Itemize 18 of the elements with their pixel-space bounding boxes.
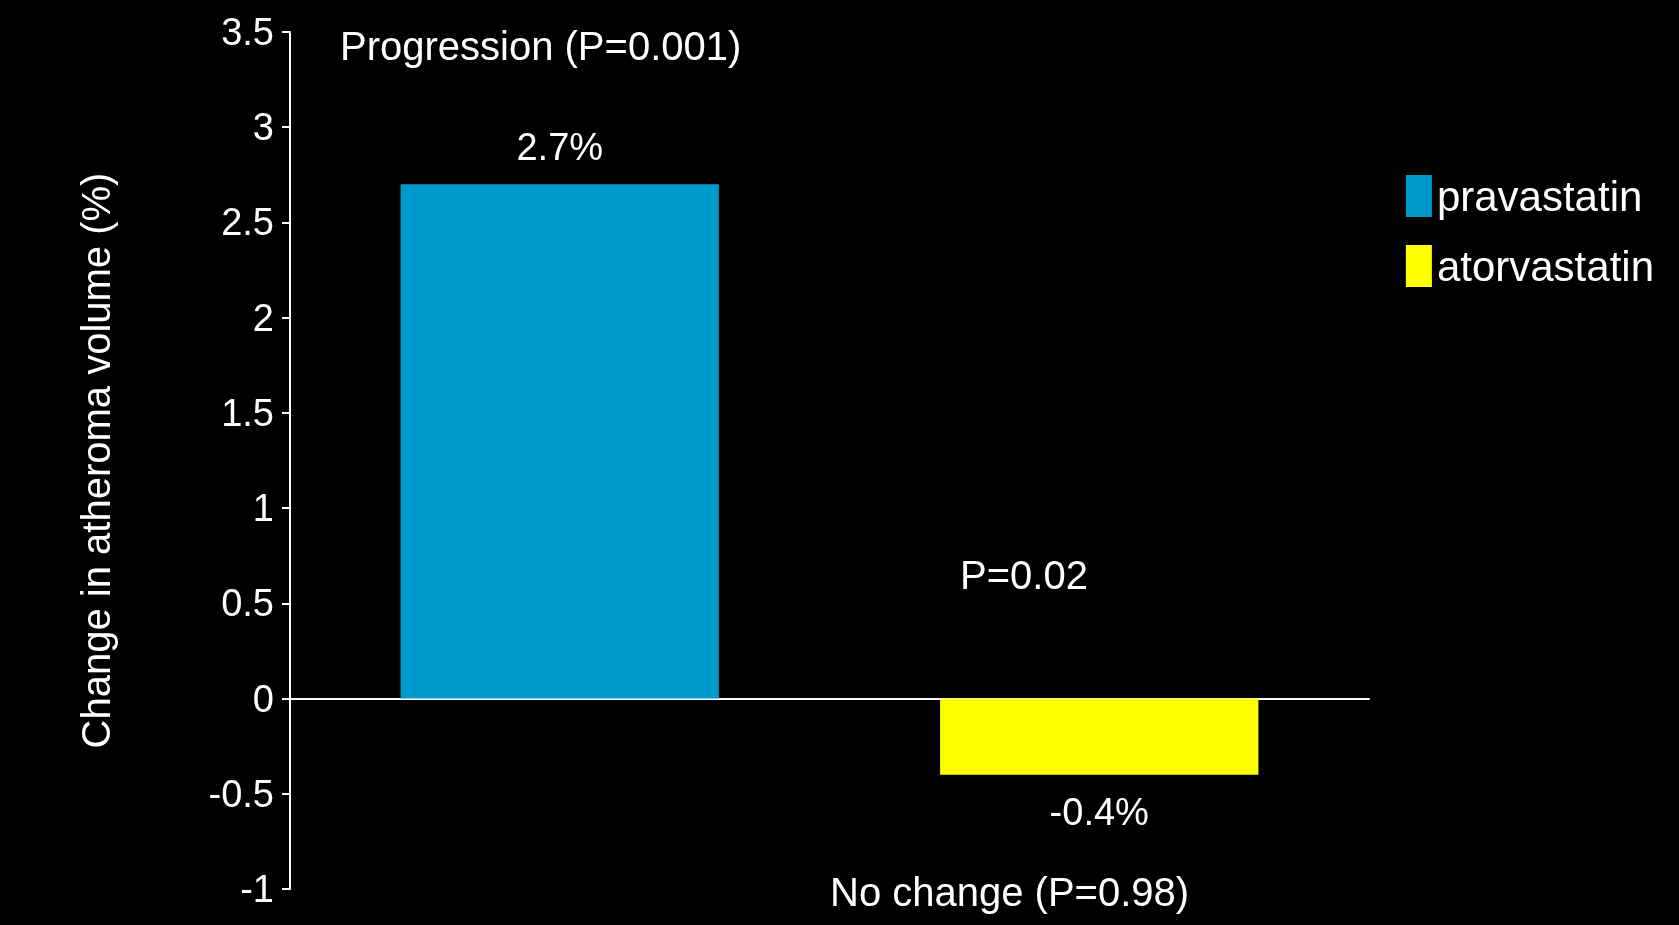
y-tick-label: -1: [240, 868, 274, 910]
y-tick-label: 3.5: [221, 11, 274, 53]
y-axis-title: Change in atheroma volume (%): [74, 172, 118, 749]
annotation: P=0.02: [960, 553, 1088, 597]
y-tick-label: 0.5: [221, 582, 274, 625]
y-tick-label: 1.5: [221, 391, 274, 434]
y-tick-label: 3: [252, 106, 274, 149]
annotation: No change (P=0.98): [830, 870, 1190, 914]
y-tick-label: 2.5: [221, 201, 274, 244]
y-tick-label: 1: [252, 487, 274, 530]
annotation: Progression (P=0.001): [340, 24, 742, 68]
data-label: -0.4%: [1049, 790, 1149, 833]
y-tick-label: 0: [252, 677, 274, 720]
legend-label: pravastatin: [1436, 172, 1643, 220]
y-tick-label: -0.5: [208, 772, 274, 815]
data-label: 2.7%: [516, 126, 604, 169]
y-tick-label: 2: [252, 296, 274, 339]
legend-label: atorvastatin: [1436, 242, 1655, 290]
